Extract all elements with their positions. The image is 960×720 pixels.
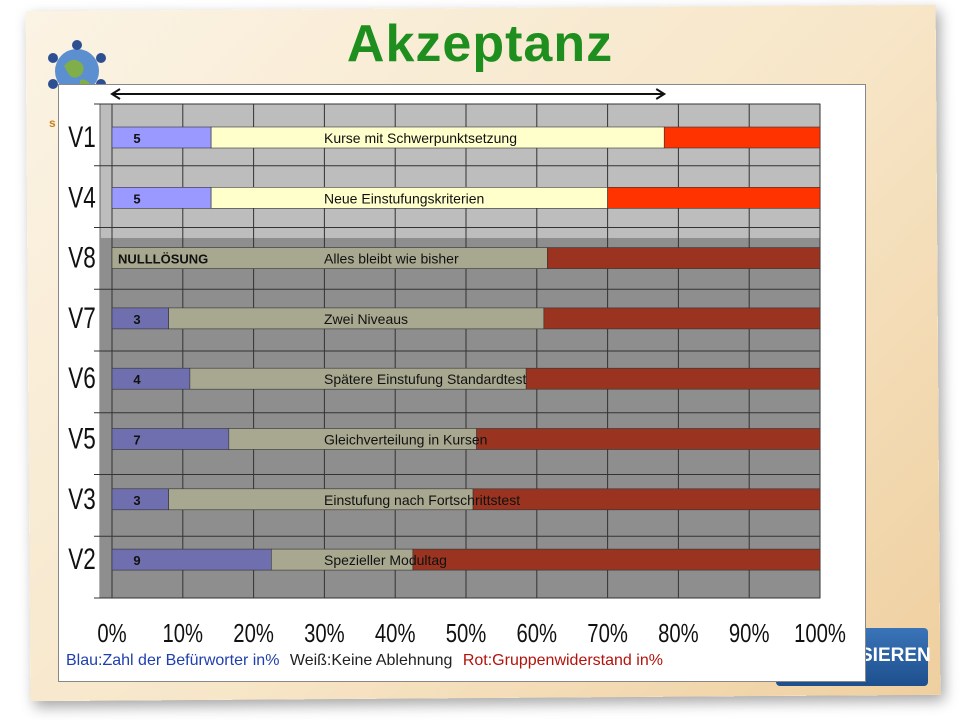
legend-white: Weiß:Keine Ablehnung (289, 652, 453, 669)
dimmed-region (100, 238, 820, 598)
x-tick-label-9: 90% (729, 619, 770, 648)
blue-count-V5: 7 (133, 433, 140, 448)
legend: Blau:Zahl der Befürworter in% Weiß:Keine… (66, 652, 866, 670)
description-V5: Gleichverteilung in Kursen (324, 432, 487, 448)
page-title: Akzeptanz (346, 15, 614, 73)
logo-letter: s (49, 116, 56, 130)
category-label-V1: V1 (68, 120, 96, 154)
x-tick-label-5: 50% (446, 619, 487, 648)
blue-count-V3: 3 (133, 493, 140, 508)
category-label-V5: V5 (68, 421, 96, 455)
blue-count-V1: 5 (133, 131, 140, 146)
bar-red-V3 (472, 488, 821, 511)
bar-blue-V4 (111, 187, 212, 209)
bar-red-V1 (663, 126, 821, 149)
category-label-V7: V7 (68, 301, 96, 335)
bracket-arrow-left (110, 88, 121, 100)
x-tick-label-6: 60% (517, 619, 558, 648)
legend-blue: Blau:Zahl der Befürworter in% (66, 652, 280, 669)
x-tick-label-3: 30% (304, 619, 345, 648)
x-tick-label-7: 70% (587, 619, 628, 648)
bar-red-V8 (547, 247, 821, 269)
category-label-V3: V3 (68, 482, 96, 516)
legend-red: Rot:Gruppenwiderstand in% (462, 652, 663, 669)
blue-count-V2: 9 (133, 553, 140, 568)
description-V7: Zwei Niveaus (324, 311, 408, 327)
x-tick-label-10: 100% (794, 619, 846, 648)
bar-red-V4 (607, 187, 821, 209)
x-tick-label-4: 40% (375, 619, 416, 648)
x-tick-label-1: 10% (163, 619, 204, 648)
blue-count-V4: 5 (133, 191, 140, 206)
description-V4: Neue Einstufungskriterien (324, 190, 484, 206)
description-V1: Kurse mit Schwerpunktsetzung (324, 130, 517, 146)
bar-blue-V1 (111, 126, 212, 149)
bar-red-V5 (476, 428, 821, 450)
x-tick-label-2: 20% (233, 619, 274, 648)
description-V8: Alles bleibt wie bisher (324, 251, 459, 267)
corner-badge-label: SIEREN (860, 645, 931, 666)
blue-count-V8: NULLLÖSUNG (118, 252, 208, 267)
description-V3: Einstufung nach Fortschrittstest (324, 492, 520, 508)
blue-count-V7: 3 (133, 312, 140, 327)
category-label-V4: V4 (68, 180, 96, 214)
category-label-V2: V2 (68, 542, 96, 576)
category-label-V8: V8 (68, 240, 96, 274)
x-tick-label-8: 80% (658, 619, 699, 648)
bar-blue-V5 (111, 428, 230, 450)
description-V6: Spätere Einstufung Standardtest (324, 371, 526, 387)
bar-blue-V6 (111, 367, 191, 390)
bar-red-V2 (412, 548, 821, 571)
bar-red-V7 (543, 307, 821, 330)
bar-red-V6 (525, 367, 821, 390)
bracket-arrow-right (655, 88, 667, 100)
description-V2: Spezieller Modultag (324, 552, 447, 568)
blue-count-V6: 4 (133, 372, 141, 387)
x-tick-label-0: 0% (97, 619, 126, 648)
category-label-V6: V6 (68, 361, 96, 395)
